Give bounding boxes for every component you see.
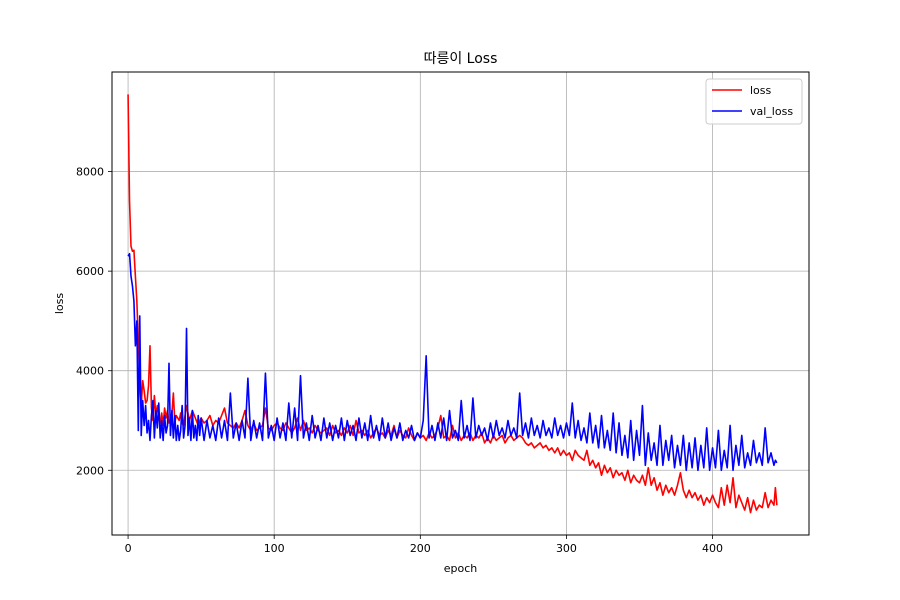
- x-tick-label: 100: [264, 542, 285, 555]
- legend: loss val_loss: [705, 78, 803, 125]
- y-tick-label: 4000: [76, 365, 104, 378]
- x-tick-label: 200: [410, 542, 431, 555]
- chart-title: 따릉이 Loss: [424, 51, 498, 67]
- legend-label-val-loss: val_loss: [750, 105, 793, 118]
- x-axis: 0 100 200 300 400: [125, 535, 723, 555]
- y-axis: 2000 4000 6000 8000: [76, 166, 112, 477]
- y-tick-label: 6000: [76, 265, 104, 278]
- series-group: [127, 94, 778, 514]
- x-axis-label: epoch: [444, 562, 478, 575]
- series-line-val-loss: [127, 252, 778, 472]
- x-tick-label: 0: [125, 542, 132, 555]
- x-tick-label: 300: [556, 542, 577, 555]
- legend-label-loss: loss: [750, 84, 772, 97]
- y-tick-label: 2000: [76, 464, 104, 477]
- grid: [112, 72, 809, 535]
- plot-frame: [111, 71, 810, 536]
- y-tick-label: 8000: [76, 166, 104, 179]
- x-tick-label: 400: [702, 542, 723, 555]
- y-axis-label: loss: [53, 293, 66, 315]
